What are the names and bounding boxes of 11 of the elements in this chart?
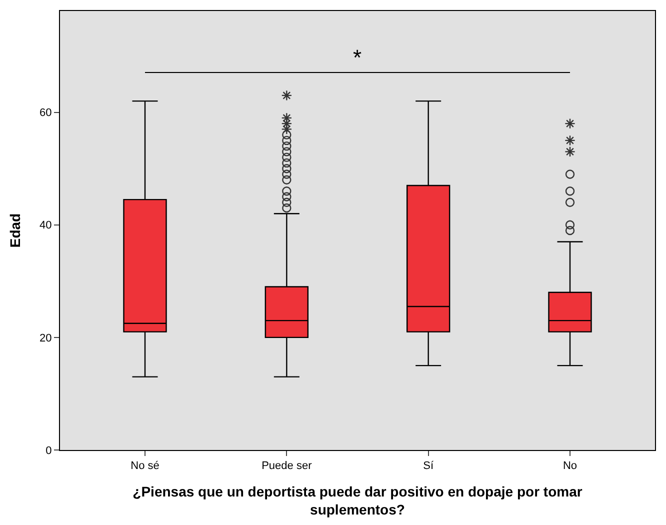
x-axis-title: ¿Piensas que un deportista puede dar positivo en dopaje por tomar suplementos? — [132, 484, 583, 518]
y-tick-label: 0 — [46, 444, 52, 457]
x-tick-label: No — [562, 460, 578, 472]
annotation: * — [353, 45, 362, 70]
y-tick-label: 60 — [40, 107, 52, 120]
y-tick-label: 40 — [40, 220, 52, 232]
y-tick-label: 20 — [40, 332, 52, 344]
x-tick-label: No sé — [130, 460, 160, 472]
x-tick-label: Puede ser — [262, 460, 312, 472]
y-axis-title: Edad — [7, 213, 24, 248]
x-tick-label: Sí — [423, 460, 434, 472]
